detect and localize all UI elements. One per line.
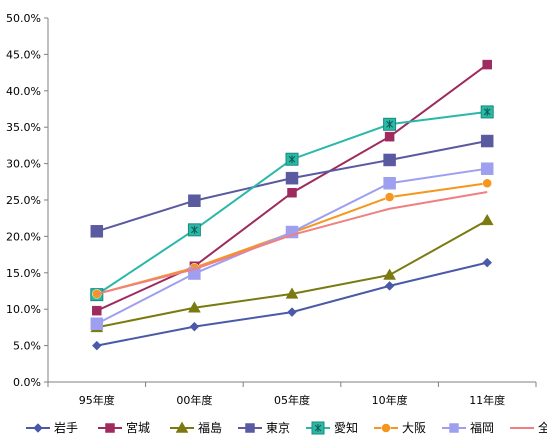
y-tick-label: 35.0% — [6, 121, 41, 134]
series-layer — [90, 59, 494, 351]
data-point — [384, 281, 395, 291]
legend-label: 大阪 — [402, 421, 426, 435]
legend-swatch-marker — [381, 423, 391, 433]
series-line — [96, 110, 488, 296]
series-4 — [90, 134, 494, 238]
series-7 — [90, 162, 494, 331]
y-tick-label: 40.0% — [6, 85, 41, 98]
legend-swatch-marker — [175, 421, 189, 433]
y-tick-label: 45.0% — [6, 48, 41, 61]
data-point — [482, 59, 492, 70]
data-point — [92, 305, 102, 316]
data-point — [480, 162, 494, 175]
y-tick-label: 5.0% — [13, 340, 41, 353]
y-tick-label: 30.0% — [6, 158, 41, 171]
series-5 — [90, 105, 494, 302]
y-tick-label: 20.0% — [6, 230, 41, 243]
data-point — [188, 194, 201, 207]
data-point — [480, 134, 494, 148]
data-point — [285, 171, 299, 185]
data-point — [287, 187, 297, 198]
series-8 — [96, 191, 488, 295]
data-point — [187, 301, 201, 313]
legend-label: 岩手 — [54, 420, 78, 435]
legend: 岩手 宮城 福島 東京 愛知 大阪 福岡 全国 — [26, 420, 547, 435]
data-point — [384, 131, 395, 142]
data-point — [91, 340, 102, 351]
data-point — [90, 225, 104, 238]
legend-item-4: 東京 — [238, 421, 290, 435]
y-tick-label: 10.0% — [6, 303, 41, 316]
x-tick-label: 05年度 — [274, 393, 310, 407]
data-point — [482, 178, 492, 189]
data-point — [482, 257, 493, 268]
series-line — [96, 261, 488, 347]
legend-label: 宮城 — [126, 420, 150, 435]
legend-item-1: 岩手 — [26, 420, 78, 435]
legend-swatch-marker — [449, 423, 459, 433]
series-2 — [92, 59, 492, 316]
legend-label: 東京 — [266, 421, 290, 435]
legend-label: 愛知 — [334, 421, 358, 435]
x-tick-label: 11年度 — [469, 393, 505, 407]
legend-item-6: 大阪 — [374, 421, 426, 435]
legend-item-7: 福岡 — [442, 420, 494, 435]
x-tick-label: 95年度 — [79, 393, 115, 407]
x-tick-label: 10年度 — [372, 393, 408, 407]
legend-label: 福岡 — [470, 420, 494, 435]
legend-swatch-marker — [33, 423, 43, 433]
y-tick-label: 25.0% — [6, 194, 41, 207]
legend-item-5: 愛知 — [306, 421, 358, 435]
data-point — [287, 307, 297, 317]
legend-item-3: 福島 — [170, 420, 222, 435]
y-tick-label: 0.0% — [13, 376, 41, 389]
legend-swatch-marker — [245, 423, 255, 433]
data-point — [285, 287, 299, 299]
series-line — [96, 63, 488, 312]
data-point — [480, 213, 494, 226]
data-point — [90, 317, 104, 331]
y-tick-label: 15.0% — [6, 267, 41, 280]
legend-item-8: 全国 — [510, 420, 547, 435]
legend-item-2: 宮城 — [98, 420, 150, 435]
legend-swatch-marker — [105, 423, 115, 433]
legend-label: 福島 — [198, 420, 222, 435]
legend-label: 全国 — [538, 420, 547, 435]
y-tick-label: 50.0% — [6, 12, 41, 25]
series-1 — [91, 257, 493, 351]
x-tick-label: 00年度 — [176, 393, 212, 407]
plot-area — [47, 18, 536, 383]
data-point — [383, 177, 396, 190]
x-axis: 95年度 00年度 05年度 10年度 11年度 — [47, 382, 537, 407]
data-point — [383, 268, 397, 280]
series-line — [96, 191, 488, 295]
y-axis: 0.0% 5.0% 10.0% 15.0% 20.0% 25.0% 30.0% 35.0% 40… — [6, 12, 48, 389]
data-point — [189, 321, 200, 332]
data-point — [383, 153, 396, 167]
data-point — [384, 192, 395, 202]
